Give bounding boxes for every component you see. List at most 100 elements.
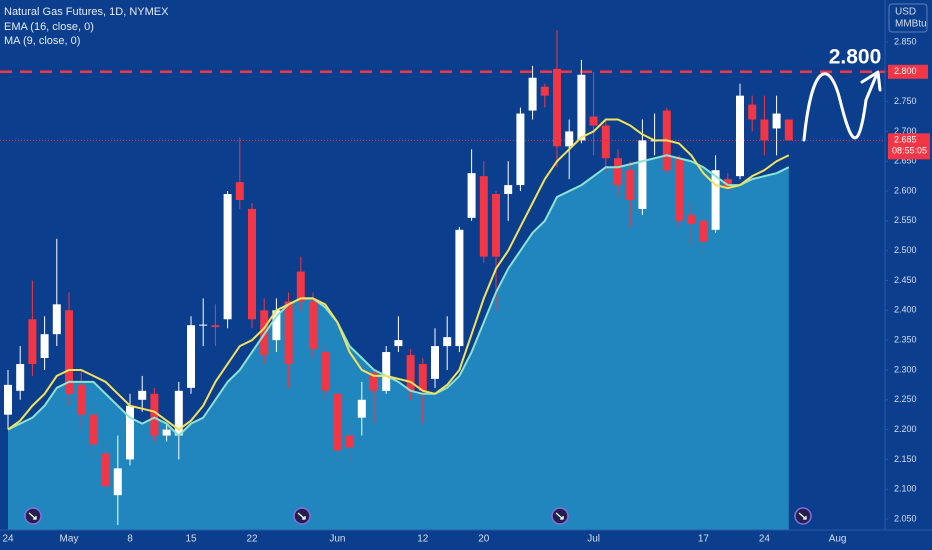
candle-body <box>101 453 110 487</box>
x-tick-label: 17 <box>698 534 710 545</box>
candle-body <box>431 346 439 379</box>
candle-body <box>784 119 793 141</box>
price-tag <box>888 64 928 79</box>
plot-area <box>0 30 885 530</box>
x-tick-label: Jul <box>587 534 600 545</box>
candle-body <box>65 310 73 394</box>
candle-body <box>418 363 427 391</box>
candle-body <box>516 113 525 186</box>
unit: MMBtu <box>895 19 927 30</box>
y-tick-label: 2.700 <box>894 126 917 136</box>
candle-body <box>394 340 403 347</box>
candle-body <box>638 140 647 209</box>
candle-body <box>760 119 769 141</box>
candle-body <box>504 185 513 195</box>
candle-body <box>736 95 744 177</box>
x-tick-label: Jun <box>329 534 345 545</box>
legend-entry: MA (9, close, 0) <box>4 35 80 47</box>
candle-body <box>199 324 208 326</box>
last-price-tag <box>888 133 930 160</box>
y-tick-label: 2.550 <box>894 215 917 225</box>
candle-body <box>16 363 25 391</box>
candle-body <box>772 113 781 129</box>
y-tick-label: 2.450 <box>894 275 917 285</box>
y-tick-label: 2.050 <box>894 513 917 523</box>
y-tick-label: 2.150 <box>894 454 917 464</box>
candle-body <box>711 170 720 230</box>
candle-body <box>223 194 232 320</box>
last-price-label: 2.685 <box>894 135 917 145</box>
candle-body <box>187 325 195 388</box>
candle-body <box>333 393 342 451</box>
candle-body <box>406 355 415 391</box>
candle-body <box>382 352 391 391</box>
ma-area <box>8 155 789 530</box>
candle-body <box>40 334 49 359</box>
y-tick-label: 2.200 <box>894 424 917 434</box>
candle-body <box>89 414 98 445</box>
candle-body <box>138 390 147 400</box>
annotation-arrow <box>802 72 878 142</box>
unit-box[interactable] <box>888 3 928 33</box>
candle-body <box>443 337 452 347</box>
event-icons <box>24 507 812 525</box>
candle-body <box>296 271 305 302</box>
candle-body <box>614 158 622 186</box>
price-tag-label: 2.800 <box>894 66 917 76</box>
candle-body <box>345 435 354 448</box>
candle-body <box>321 352 330 391</box>
candle-body <box>553 68 561 147</box>
candle-body <box>211 325 220 328</box>
candle-body <box>479 176 488 257</box>
candle-body <box>28 319 37 364</box>
y-tick-label: 2.750 <box>894 96 917 106</box>
y-tick-label: 2.250 <box>894 394 917 404</box>
x-tick-label: 15 <box>185 534 197 545</box>
y-tick-label: 2.650 <box>894 156 917 166</box>
y-tick-label: 2.850 <box>894 36 917 46</box>
candle-body <box>370 372 378 391</box>
annotation: 2.800 <box>829 45 882 68</box>
x-tick-label: 24 <box>759 534 771 545</box>
candle-body <box>248 208 256 320</box>
candle-body <box>309 301 317 350</box>
y-tick-label: 2.400 <box>894 305 917 315</box>
candle-body <box>748 104 757 120</box>
candle-body <box>699 220 708 242</box>
candle-body <box>675 158 683 221</box>
candle-body <box>52 304 61 335</box>
candle-body <box>162 429 171 436</box>
candle-body <box>4 384 12 415</box>
x-tick-label: May <box>60 534 79 545</box>
candle-body <box>272 310 281 341</box>
annotation-arrowhead <box>860 70 882 92</box>
candle-body <box>150 393 159 436</box>
candle-body <box>540 86 549 96</box>
x-tick-label: 24 <box>2 534 14 545</box>
candle-body <box>77 384 86 415</box>
x-tick-label: 22 <box>246 534 258 545</box>
y-tick-label: 2.300 <box>894 364 917 374</box>
y-tick-label: 2.350 <box>894 335 917 345</box>
candle-body <box>626 170 635 201</box>
candle-body <box>565 131 574 147</box>
candle-body <box>113 468 122 496</box>
candle-body <box>723 179 732 189</box>
x-tick-label: 20 <box>478 534 490 545</box>
candle-body <box>174 390 183 436</box>
candle-body <box>126 405 134 460</box>
x-tick-label: 12 <box>417 534 429 545</box>
candle-body <box>357 399 366 418</box>
y-tick-label: 2.100 <box>894 484 917 494</box>
event-icon-glyph <box>28 512 807 520</box>
candle-body <box>589 116 598 126</box>
candle-body <box>467 173 476 218</box>
indicator-line <box>7 118 790 431</box>
candle-body <box>528 77 537 111</box>
candle-body <box>492 194 500 257</box>
candle-body <box>601 125 610 159</box>
countdown: 08:55:05 <box>892 146 927 156</box>
currency: USD <box>895 7 916 18</box>
candle-body <box>577 74 586 141</box>
